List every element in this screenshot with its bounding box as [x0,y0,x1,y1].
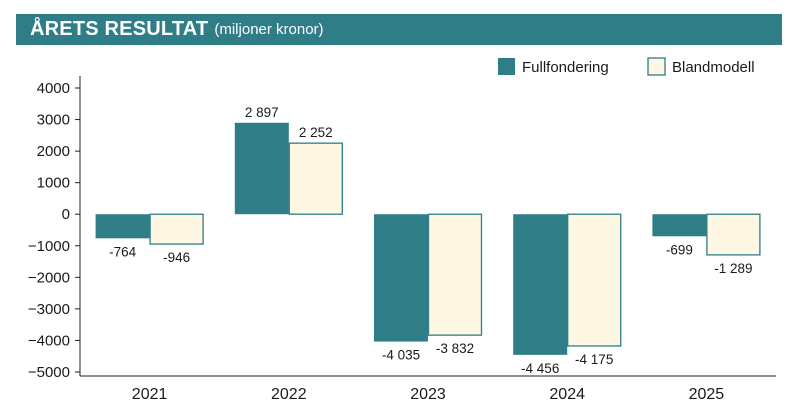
x-category-label: 2024 [549,386,585,403]
bar-blandmodell-2024 [567,213,622,347]
bar-blandmodell-2021 [149,213,204,245]
y-tick-label: 3000 [37,112,70,129]
bar-fullfondering-2022 [234,122,289,215]
bar-chart: 4000 3000 2000 1000 0 −1000 −2000 −3000 −4000 −50… [28,57,776,403]
y-tick-label: −3000 [28,301,70,318]
bar-fullfondering-2021 [95,214,150,239]
plot-panel: 4000 3000 2000 1000 0 −1000 −2000 −3000 −4000 −50… [16,50,782,410]
y-tick-label: 4000 [37,80,70,97]
bar-value-label: -4 175 [575,352,613,367]
legend-swatch-blandmodell [647,57,666,76]
bar-value-label: -1 289 [714,261,752,276]
legend-label-fullfondering: Fullfondering [522,59,609,76]
bar-value-label: -4 456 [521,361,559,376]
chart-title: ÅRETS RESULTAT [30,18,209,40]
chart-title-bar: ÅRETS RESULTAT (miljoner kronor) [16,14,782,45]
x-category-label: 2025 [689,386,725,403]
bar-value-label: 2 897 [245,105,279,120]
bar-blandmodell-2023 [427,213,483,336]
x-category-label: 2021 [132,386,168,403]
y-tick-label: 1000 [37,175,70,192]
bar-value-label: -946 [163,250,190,265]
y-tick-label: −5000 [28,364,70,381]
x-category-label: 2023 [410,386,446,403]
x-category-label: 2022 [271,386,307,403]
bar-fullfondering-2025 [652,214,707,237]
chart-subtitle: (miljoner kronor) [214,21,324,38]
bar-blandmodell-2022 [288,142,343,215]
bar-value-label: -764 [109,244,137,259]
legend-swatch-fullfondering [498,58,515,75]
bar-value-label: -4 035 [382,348,420,363]
y-tick-label: 2000 [37,143,70,160]
y-tick-label: 0 [62,206,70,223]
bar-blandmodell-2025 [706,213,761,256]
bar-fullfondering-2024 [513,214,568,355]
y-tick-label: −1000 [28,238,70,255]
bar-value-label: 2 252 [299,125,333,140]
bar-value-label: -699 [666,242,693,257]
bar-fullfondering-2023 [374,214,428,342]
bar-value-label: -3 832 [436,341,474,356]
y-tick-label: −4000 [28,332,70,349]
legend-label-blandmodell: Blandmodell [672,59,755,76]
y-tick-label: −2000 [28,269,70,286]
